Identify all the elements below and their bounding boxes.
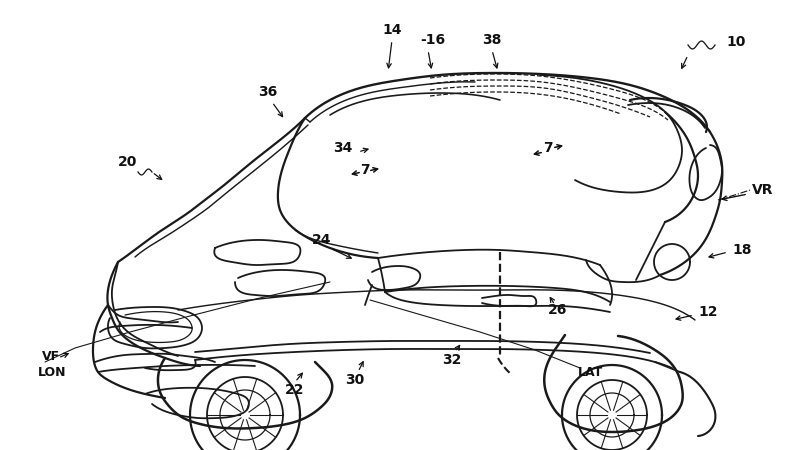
Text: 24: 24 <box>312 233 332 247</box>
Text: 38: 38 <box>482 33 502 47</box>
Text: -16: -16 <box>420 33 445 47</box>
Text: 12: 12 <box>698 305 718 319</box>
Text: 32: 32 <box>442 353 462 367</box>
Text: 10: 10 <box>726 35 746 49</box>
Text: LAT: LAT <box>578 365 603 378</box>
Text: 7: 7 <box>360 163 370 177</box>
Text: 26: 26 <box>548 303 568 317</box>
Text: 20: 20 <box>118 155 138 169</box>
Text: VF: VF <box>42 351 60 364</box>
Text: 18: 18 <box>732 243 751 257</box>
Text: 34: 34 <box>333 141 352 155</box>
Text: 14: 14 <box>382 23 402 37</box>
Text: LON: LON <box>38 365 66 378</box>
Text: 22: 22 <box>286 383 305 397</box>
Text: 7: 7 <box>543 141 553 155</box>
Text: 36: 36 <box>258 85 278 99</box>
Text: 30: 30 <box>346 373 365 387</box>
Text: VR: VR <box>752 183 774 197</box>
